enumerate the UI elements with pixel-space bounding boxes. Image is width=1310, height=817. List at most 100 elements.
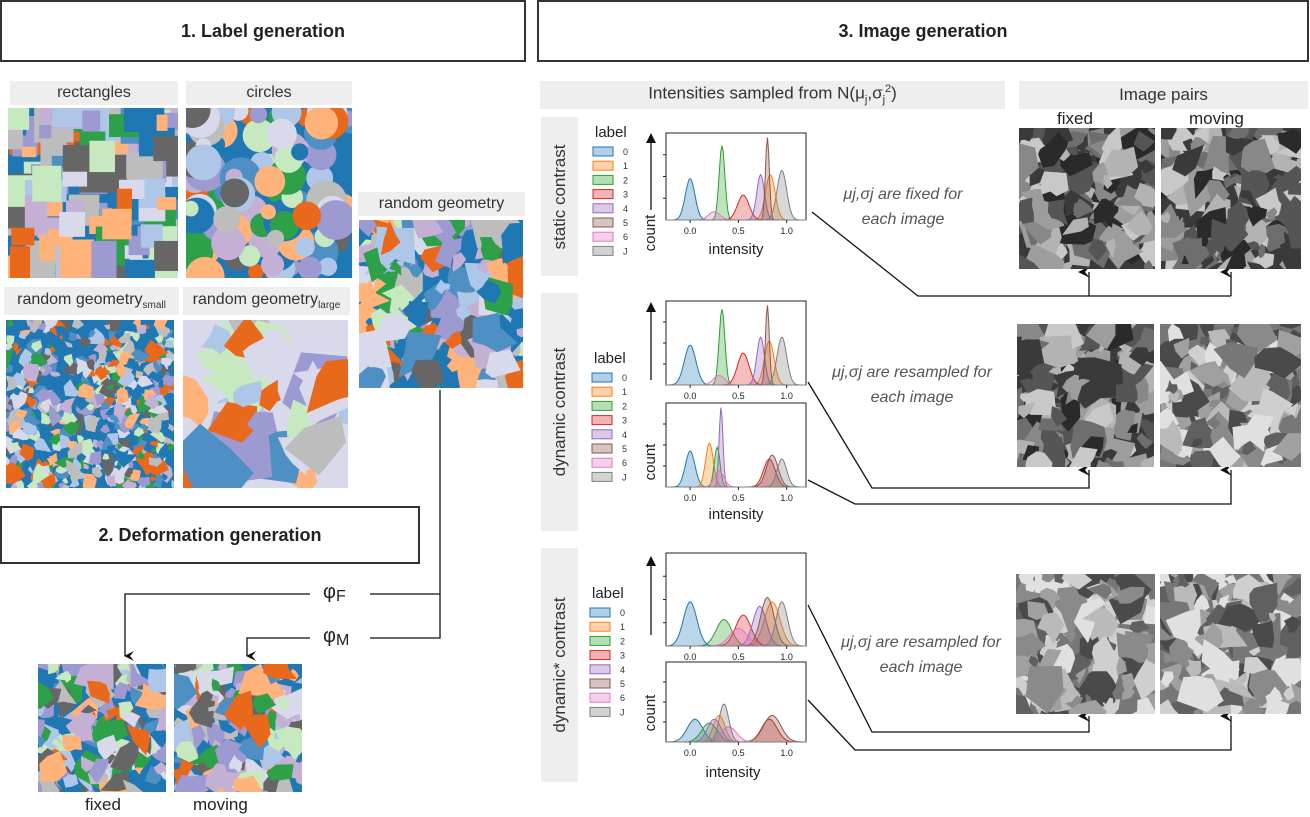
y-axis-label: count <box>642 694 659 732</box>
dynamic-fixed-image <box>1017 324 1154 467</box>
y-axis-label: count <box>642 443 659 481</box>
legend-entry-3: 3 <box>620 651 625 661</box>
legend-entry-5: 5 <box>623 218 628 228</box>
x-tick-label: 1.0 <box>780 226 793 236</box>
legend-swatch-3 <box>592 189 614 200</box>
phi-m-label: φM <box>323 625 350 649</box>
x-tick-label: 0.5 <box>732 748 745 758</box>
legend-entry-3: 3 <box>622 416 627 426</box>
x-tick-label: 0.0 <box>684 652 697 662</box>
dynamic-star-moving-image <box>1160 574 1301 714</box>
random-geometry-large-label-map <box>183 320 348 488</box>
rectangles-label-map <box>8 108 178 278</box>
legend-swatch-5 <box>591 443 613 454</box>
legend-swatch-3 <box>591 415 613 426</box>
legend-swatch-4 <box>591 429 613 440</box>
image-pairs-fixed-caption: fixed <box>1057 109 1093 128</box>
random-geometry-label-map <box>359 220 523 388</box>
legend-entry-1: 1 <box>620 622 625 632</box>
random-geometry-large-caption: random geometrylarge <box>183 287 350 315</box>
deformation-generation-title: 2. Deformation generation <box>98 524 322 545</box>
legend-swatch-J <box>591 471 613 482</box>
legend-swatch-1 <box>591 386 613 397</box>
legend-swatch-2 <box>591 400 613 411</box>
legend-swatch-3 <box>589 650 611 661</box>
density-series-J <box>666 458 806 488</box>
legend-entry-2: 2 <box>623 175 628 185</box>
legend-title: label <box>594 350 626 367</box>
dynamic-star-contrast-tab: dynamic* contrast <box>541 548 578 782</box>
dynamic-moving-image <box>1160 324 1301 467</box>
legend-entry-6: 6 <box>622 458 627 468</box>
legend-swatch-4 <box>592 203 614 214</box>
legend-swatch-5 <box>592 217 614 228</box>
legend-entry-5: 5 <box>622 444 627 454</box>
density-series-J <box>666 169 806 221</box>
legend-entry-1: 1 <box>623 161 628 171</box>
legend-entry-2: 2 <box>620 636 625 646</box>
phi-f-label: φF <box>323 581 346 605</box>
legend-swatch-2 <box>592 174 614 185</box>
random-geometry-small-label-map <box>6 320 174 488</box>
label-generation-title: 1. Label generation <box>180 20 346 41</box>
random-geometry-small-caption: random geometrysmall <box>4 287 179 315</box>
rectangles-caption: rectangles <box>10 81 178 105</box>
legend-entry-6: 6 <box>620 693 625 703</box>
dynamic-star-contrast-note: μj,σj are resampled for each image <box>841 634 1001 676</box>
legend-swatch-1 <box>589 621 611 632</box>
image-pairs-header: Image pairs <box>1019 81 1308 109</box>
x-tick-label: 1.0 <box>780 652 793 662</box>
x-tick-label: 0.5 <box>732 226 745 236</box>
y-axis-label: count <box>642 214 659 252</box>
x-tick-label: 0.5 <box>732 391 745 401</box>
random-geometry-caption: random geometry <box>358 192 525 216</box>
x-tick-label: 0.5 <box>732 493 745 503</box>
legend-swatch-0 <box>589 607 611 618</box>
static-contrast-tab: static contrast <box>541 117 578 276</box>
x-tick-label: 1.0 <box>780 748 793 758</box>
deformed-moving-caption: moving <box>193 795 248 814</box>
legend-entry-4: 4 <box>622 430 627 440</box>
image-generation-header: 3. Image generation <box>537 0 1309 62</box>
x-axis-label: intensity <box>705 764 761 781</box>
legend-entry-0: 0 <box>620 608 625 618</box>
legend-swatch-4 <box>589 664 611 675</box>
x-axis-label: intensity <box>708 241 764 258</box>
x-tick-label: 0.0 <box>684 226 697 236</box>
dynamic-star-fixed-image <box>1016 574 1155 714</box>
density-series-J <box>666 336 806 386</box>
legend-swatch-J <box>589 706 611 717</box>
legend-entry-2: 2 <box>622 401 627 411</box>
legend-entry-5: 5 <box>620 679 625 689</box>
legend-entry-J: J <box>622 472 627 482</box>
legend-swatch-0 <box>591 372 613 383</box>
deformation-generation-header: 2. Deformation generation <box>0 506 420 564</box>
x-axis-label: intensity <box>708 506 764 523</box>
legend-entry-3: 3 <box>623 190 628 200</box>
legend-entry-0: 0 <box>622 373 627 383</box>
legend-entry-1: 1 <box>622 387 627 397</box>
x-tick-label: 0.0 <box>684 493 697 503</box>
dynamic-contrast-note: μj,σj are resampled for each image <box>832 364 992 406</box>
legend-swatch-6 <box>591 457 613 468</box>
legend-swatch-1 <box>592 160 614 171</box>
legend-entry-4: 4 <box>623 204 628 214</box>
x-tick-label: 0.5 <box>732 652 745 662</box>
legend-swatch-6 <box>592 231 614 242</box>
deformed-moving-label-map <box>174 664 302 792</box>
legend-swatch-0 <box>592 146 614 157</box>
density-series-J <box>666 703 806 743</box>
legend-entry-J: J <box>623 246 628 256</box>
deformed-fixed-caption: fixed <box>85 795 121 814</box>
label-generation-header: 1. Label generation <box>0 0 526 62</box>
static-contrast-note: μj,σj are fixed for each image <box>843 186 963 228</box>
legend-title: label <box>595 124 627 141</box>
circles-label-map <box>186 108 352 278</box>
density-series-J <box>666 601 806 647</box>
image-generation-title: 3. Image generation <box>838 20 1008 41</box>
circles-caption: circles <box>186 81 352 105</box>
deformed-fixed-label-map <box>38 664 166 792</box>
dynamic-contrast-tab: dynamic contrast <box>541 293 578 531</box>
